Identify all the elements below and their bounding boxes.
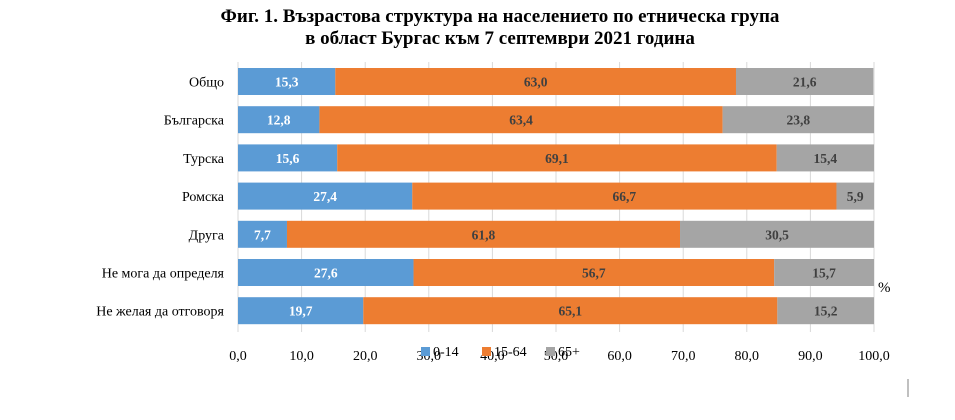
x-tick-label: 60,0	[607, 349, 632, 364]
data-label: 63,0	[524, 75, 548, 90]
bar-segment-0-14	[238, 68, 336, 95]
x-tick-label: 70,0	[671, 349, 696, 364]
bar-segment-0-14	[238, 182, 413, 210]
data-label: 7,7	[254, 227, 271, 242]
legend-swatch-0-14	[421, 347, 430, 356]
data-label: 23,8	[787, 113, 811, 128]
data-label: 69,1	[545, 151, 569, 166]
bar-segment-65+	[777, 297, 874, 325]
data-label: 21,6	[793, 75, 817, 90]
unit-label: %	[878, 280, 891, 296]
data-label: 15,6	[276, 151, 300, 166]
legend-swatch-15-64	[482, 347, 491, 356]
legend-label: 15-64	[494, 345, 527, 360]
legend-label: 0-14	[433, 345, 459, 360]
category-label: Друга	[189, 228, 225, 243]
category-label: Общо	[189, 76, 224, 91]
data-label: 65,1	[558, 304, 582, 319]
data-label: 30,5	[765, 227, 789, 242]
category-label: Българска	[164, 114, 225, 129]
data-label: 56,7	[582, 266, 606, 281]
category-label: Не мога да определя	[102, 267, 225, 282]
data-label: 61,8	[472, 227, 496, 242]
data-label: 19,7	[289, 304, 313, 319]
bar-segment-15-64	[413, 259, 775, 286]
legend: 0-14 15-64 65+	[421, 345, 580, 360]
x-tick-label: 80,0	[735, 349, 760, 364]
bar-segment-15-64	[363, 297, 778, 325]
data-label: 15,3	[275, 75, 299, 90]
data-label: 27,4	[313, 189, 337, 204]
data-label: 15,7	[812, 266, 836, 281]
data-label: 27,6	[314, 266, 338, 281]
bar-segment-15-64	[319, 106, 723, 134]
data-label: 15,4	[814, 151, 838, 166]
x-tick-label: 10,0	[289, 349, 314, 364]
category-label: Ромска	[182, 190, 225, 205]
bar-segment-65+	[735, 68, 874, 95]
bar-segment-15-64	[335, 68, 736, 95]
legend-swatch-65+	[546, 347, 555, 356]
bar-segment-65+	[722, 106, 874, 134]
bar-segment-0-14	[238, 220, 287, 248]
x-tick-label: 20,0	[353, 349, 378, 364]
bar-segment-65+	[836, 182, 874, 210]
bar-segment-0-14	[238, 259, 414, 286]
data-label: 15,2	[814, 304, 838, 319]
chart-title-line-2: в област Бургас към 7 септември 2021 год…	[305, 28, 695, 49]
bar-segment-15-64	[286, 220, 681, 248]
bar-segment-15-64	[412, 182, 837, 210]
x-tick-label: 0,0	[229, 349, 247, 364]
chart-title: Фиг. 1. Възрастова структура на населени…	[180, 6, 820, 50]
x-tick-label: 90,0	[798, 349, 823, 364]
category-label: Не желая да отговоря	[96, 305, 224, 320]
bar-segment-15-64	[337, 144, 777, 172]
data-label: 5,9	[847, 189, 864, 204]
data-label: 12,8	[267, 113, 291, 128]
data-label: 63,4	[509, 113, 533, 128]
bar-segment-65+	[680, 220, 874, 248]
bars: 15,3 63,0 21,6 12,8 63,4 23,8 15,6 69,1 15,4 27,4…	[238, 68, 874, 325]
x-tick-label: 100,0	[858, 349, 890, 364]
legend-label: 65+	[558, 345, 580, 360]
chart-title-line-1: Фиг. 1. Възрастова структура на населени…	[220, 6, 780, 27]
bar-segment-0-14	[238, 297, 364, 325]
bar-segment-0-14	[238, 144, 338, 172]
x-tick-labels: 0,0 10,0 20,0 30,0 40,0 50,0 60,0 70,0 80,0 90,0 1…	[229, 349, 890, 364]
data-label: 66,7	[613, 189, 637, 204]
category-labels: Общо Българска Турска Ромска Друга Не мога да…	[96, 76, 225, 320]
bar-segment-65+	[774, 259, 874, 286]
bar-segment-0-14	[238, 106, 320, 134]
bar-segment-65+	[776, 144, 874, 172]
category-label: Турска	[183, 152, 225, 167]
